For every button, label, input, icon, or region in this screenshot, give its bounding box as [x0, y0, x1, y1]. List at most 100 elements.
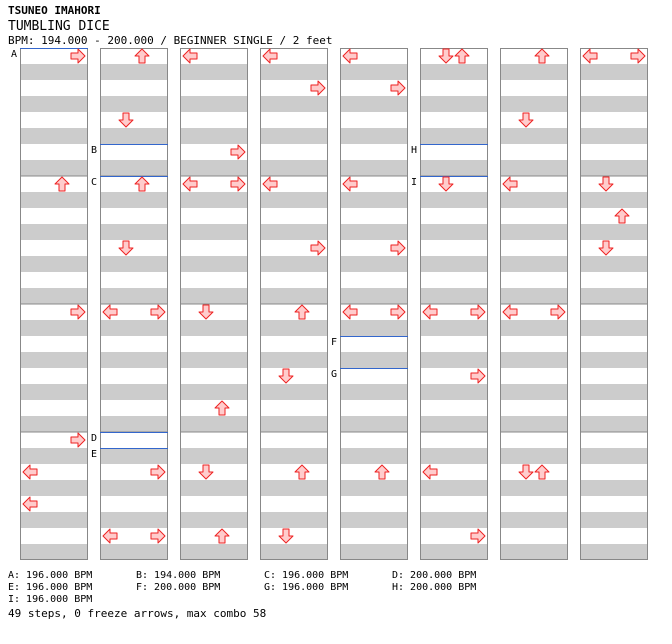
down-arrow-icon — [438, 48, 454, 64]
beat-stripe — [100, 192, 168, 208]
beat-stripe — [420, 320, 488, 336]
beat-stripe — [260, 96, 328, 112]
up-arrow-icon — [534, 464, 550, 480]
step-chart: A B C DE F G H I — [11, 48, 648, 560]
bpm-legend-entry: I: 196.000 BPM — [8, 594, 93, 605]
right-arrow-icon — [70, 48, 86, 64]
bpm-marker-b: B — [91, 145, 97, 156]
beat-stripe — [340, 544, 408, 560]
left-arrow-icon — [342, 176, 358, 192]
right-arrow-icon — [470, 368, 486, 384]
beat-stripe — [340, 256, 408, 272]
column-border — [340, 48, 408, 560]
beat-stripe — [180, 64, 248, 80]
beat-stripe — [420, 448, 488, 464]
bpm-legend-entry: D: 200.000 BPM — [392, 570, 477, 581]
bpm-marker-f: F — [331, 337, 337, 348]
left-arrow-icon — [342, 48, 358, 64]
beat-stripe — [500, 384, 568, 400]
left-arrow-icon — [182, 48, 198, 64]
beat-stripe — [340, 224, 408, 240]
left-arrow-icon — [262, 48, 278, 64]
left-arrow-icon — [342, 304, 358, 320]
beat-stripe — [20, 192, 88, 208]
beat-stripe — [580, 96, 648, 112]
beat-stripe — [580, 64, 648, 80]
beat-stripe — [20, 384, 88, 400]
right-arrow-icon — [150, 528, 166, 544]
beat-stripe — [580, 224, 648, 240]
beat-stripe — [500, 320, 568, 336]
left-arrow-icon — [502, 176, 518, 192]
beat-stripe — [100, 544, 168, 560]
beat-stripe — [340, 416, 408, 432]
bpm-legend-entry: E: 196.000 BPM — [8, 582, 93, 593]
song-title: TUMBLING DICE — [8, 19, 110, 34]
beat-stripe — [500, 544, 568, 560]
column-border — [260, 48, 328, 560]
beat-stripe — [260, 544, 328, 560]
beat-stripe — [500, 352, 568, 368]
bpm-legend-entry: H: 200.000 BPM — [392, 582, 477, 593]
bpm-legend-entry: C: 196.000 BPM — [264, 570, 349, 581]
beat-stripe — [340, 288, 408, 304]
down-arrow-icon — [518, 464, 534, 480]
left-arrow-icon — [422, 464, 438, 480]
bpm-legend-entry: B: 194.000 BPM — [136, 570, 221, 581]
beat-stripe — [100, 224, 168, 240]
beat-stripe — [260, 288, 328, 304]
left-arrow-icon — [422, 304, 438, 320]
beat-stripe — [420, 160, 488, 176]
right-arrow-icon — [550, 304, 566, 320]
beat-stripe — [580, 192, 648, 208]
beat-stripe — [500, 512, 568, 528]
beat-stripe — [260, 64, 328, 80]
beat-stripe — [100, 320, 168, 336]
left-arrow-icon — [102, 528, 118, 544]
beat-stripe — [100, 160, 168, 176]
beat-stripe — [180, 416, 248, 432]
bpm-marker-a: A — [11, 49, 17, 60]
left-arrow-icon — [502, 304, 518, 320]
column-border — [500, 48, 568, 560]
beat-stripe — [260, 416, 328, 432]
right-arrow-icon — [390, 240, 406, 256]
down-arrow-icon — [118, 112, 134, 128]
right-arrow-icon — [390, 80, 406, 96]
beat-stripe — [580, 288, 648, 304]
up-arrow-icon — [134, 176, 150, 192]
beat-stripe — [500, 416, 568, 432]
beat-stripe — [260, 160, 328, 176]
artist-name: TSUNEO IMAHORI — [8, 4, 101, 17]
down-arrow-icon — [518, 112, 534, 128]
right-arrow-icon — [230, 176, 246, 192]
beat-stripe — [20, 544, 88, 560]
step-summary: 49 steps, 0 freeze arrows, max combo 58 — [8, 607, 267, 620]
beat-stripe — [260, 480, 328, 496]
left-arrow-icon — [22, 496, 38, 512]
beat-stripe — [420, 128, 488, 144]
left-arrow-icon — [102, 304, 118, 320]
beat-stripe — [420, 192, 488, 208]
beat-stripe — [20, 512, 88, 528]
beat-stripe — [500, 480, 568, 496]
beat-stripe — [420, 480, 488, 496]
beat-stripe — [20, 128, 88, 144]
beat-stripe — [580, 384, 648, 400]
left-arrow-icon — [582, 48, 598, 64]
down-arrow-icon — [598, 176, 614, 192]
column-border — [420, 48, 488, 560]
beat-stripe — [340, 384, 408, 400]
up-arrow-icon — [214, 400, 230, 416]
beat-stripe — [20, 288, 88, 304]
beat-stripe — [180, 96, 248, 112]
down-arrow-icon — [598, 240, 614, 256]
beat-stripe — [20, 224, 88, 240]
column-border — [100, 48, 168, 560]
down-arrow-icon — [438, 176, 454, 192]
beat-stripe — [340, 64, 408, 80]
right-arrow-icon — [150, 464, 166, 480]
beat-stripe — [340, 160, 408, 176]
bpm-marker-g: G — [331, 369, 337, 380]
beat-stripe — [180, 512, 248, 528]
